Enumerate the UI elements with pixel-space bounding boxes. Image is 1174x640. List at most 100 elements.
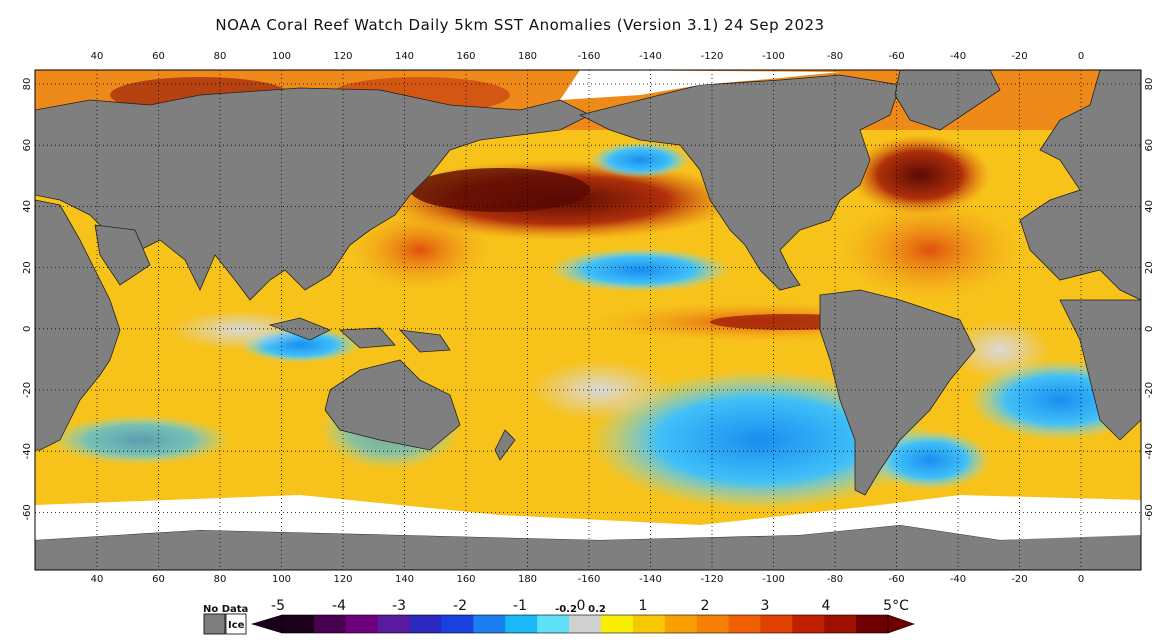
lat-label-left: 20 <box>22 261 33 274</box>
map-title: NOAA Coral Reef Watch Daily 5km SST Anom… <box>215 16 825 34</box>
lon-label-bottom: -40 <box>950 574 966 585</box>
colorbar-tick-label: 5°C <box>883 598 909 614</box>
colorbar-tick-label: -5 <box>271 598 285 614</box>
colorbar-tick-label: 0.2 <box>588 604 606 615</box>
lat-label-left: 0 <box>22 326 33 332</box>
colorbar-arrow-left <box>250 614 283 634</box>
colorbar-segment <box>282 615 315 633</box>
lon-label-top: 140 <box>395 51 414 62</box>
latitude-labels-left: 80 60 40 20 0 -20 -40 -60 <box>22 78 33 521</box>
latitude-labels-right: 80 60 40 20 0 -20 -40 -60 <box>1144 78 1155 521</box>
lon-label-top: -80 <box>827 51 843 62</box>
colorbar-segment <box>632 615 666 633</box>
colorbar-tick-label: -0.2 <box>555 604 577 615</box>
map-frame <box>34 69 1142 571</box>
lon-label-bottom: 140 <box>395 574 414 585</box>
colorbar-segment <box>313 615 347 633</box>
lon-label-top: 100 <box>272 51 291 62</box>
arctic-sea-ice <box>560 70 840 100</box>
colorbar-segment <box>441 615 474 633</box>
colorbar-segment <box>537 615 570 633</box>
lon-label-top: -20 <box>1011 51 1027 62</box>
lon-label-top: -100 <box>762 51 785 62</box>
colorbar-segment <box>377 615 411 633</box>
lon-label-bottom: -60 <box>888 574 904 585</box>
lat-label-right: 0 <box>1144 326 1155 332</box>
lon-label-top: -160 <box>578 51 601 62</box>
colorbar-segment <box>728 615 761 633</box>
lon-label-bottom: -160 <box>578 574 601 585</box>
lat-label-left: 60 <box>22 139 33 152</box>
colorbar-tick-label: 3 <box>761 598 770 614</box>
landmasses <box>35 70 1141 570</box>
colorbar-tick-label: 0 <box>577 598 586 614</box>
colorbar-segment <box>760 615 793 633</box>
colorbar-tick-label: 4 <box>822 598 831 614</box>
colorbar-segment <box>473 615 506 633</box>
colorbar-segment <box>569 615 602 633</box>
lon-label-bottom: 80 <box>214 574 227 585</box>
lon-label-top: 60 <box>152 51 165 62</box>
cool-anomaly-subtropical-pacific <box>550 248 730 292</box>
longitude-labels-bottom: 40 60 80 100 120 140 160 180 -160 -140 -120 -100 -80… <box>91 574 1085 585</box>
colorbar-legend: No Data Ice -5 -4 -3 -2 -1 -0.2 0 0.2 1 2 3 4 5°C <box>203 598 915 635</box>
lon-label-bottom: -80 <box>827 574 843 585</box>
lat-label-right: 40 <box>1144 200 1155 213</box>
lon-label-top: 0 <box>1078 51 1084 62</box>
lon-label-bottom: 0 <box>1078 574 1084 585</box>
colorbar-segment <box>824 615 857 633</box>
lat-label-left: -20 <box>22 382 33 398</box>
lon-label-bottom: -20 <box>1011 574 1027 585</box>
lon-label-bottom: 40 <box>91 574 104 585</box>
colorbar-segment <box>792 615 825 633</box>
lon-label-top: 40 <box>91 51 104 62</box>
ice-swatch <box>225 613 247 635</box>
lat-label-left: -40 <box>22 443 33 459</box>
lat-label-left: -60 <box>22 504 33 520</box>
colorbar-segment <box>696 615 730 633</box>
colorbar-segment <box>664 615 698 633</box>
colorbar-tick-label: 2 <box>701 598 710 614</box>
longitude-labels-top: 40 60 80 100 120 140 160 180 -160 -140 -120 -100 -80… <box>91 51 1085 62</box>
lon-label-top: -120 <box>701 51 724 62</box>
colorbar-arrow-right <box>887 614 915 634</box>
lon-label-top: -140 <box>639 51 662 62</box>
lon-label-top: -40 <box>950 51 966 62</box>
colorbar-tick-labels: -5 -4 -3 -2 -1 -0.2 0 0.2 1 2 3 4 5°C <box>271 598 909 615</box>
colorbar-segment <box>600 615 634 633</box>
lat-label-right: -40 <box>1144 443 1155 459</box>
lon-label-bottom: -120 <box>701 574 724 585</box>
lat-label-right: 60 <box>1144 139 1155 152</box>
lat-label-right: -60 <box>1144 504 1155 520</box>
colorbar-segment <box>409 615 442 633</box>
ice-label: Ice <box>228 620 245 631</box>
colorbar-tick-label: -3 <box>392 598 406 614</box>
lon-label-top: 120 <box>333 51 352 62</box>
lon-label-top: 80 <box>214 51 227 62</box>
colorbar-tick-label: -2 <box>453 598 467 614</box>
lat-label-right: -20 <box>1144 382 1155 398</box>
colorbar-tick-label: -4 <box>332 598 346 614</box>
graticule <box>35 70 1141 570</box>
colorbar-tick-label: 1 <box>639 598 648 614</box>
lat-label-right: 80 <box>1144 78 1155 91</box>
lat-label-left: 40 <box>22 200 33 213</box>
lon-label-top: 180 <box>518 51 537 62</box>
lat-label-left: 80 <box>22 78 33 91</box>
no-data-label: No Data <box>203 604 248 615</box>
lon-label-bottom: 100 <box>272 574 291 585</box>
lon-label-bottom: 180 <box>518 574 537 585</box>
lon-label-bottom: 160 <box>456 574 475 585</box>
lon-label-top: 160 <box>456 51 475 62</box>
colorbar-tick-label: -1 <box>513 598 527 614</box>
lon-label-top: -60 <box>888 51 904 62</box>
colorbar <box>250 614 915 634</box>
lon-label-bottom: 120 <box>333 574 352 585</box>
map-canvas <box>35 70 1141 570</box>
lon-label-bottom: -140 <box>639 574 662 585</box>
antarctic-sea-ice <box>35 495 1141 540</box>
lon-label-bottom: -100 <box>762 574 785 585</box>
lat-label-right: 20 <box>1144 261 1155 274</box>
colorbar-segment <box>505 615 538 633</box>
